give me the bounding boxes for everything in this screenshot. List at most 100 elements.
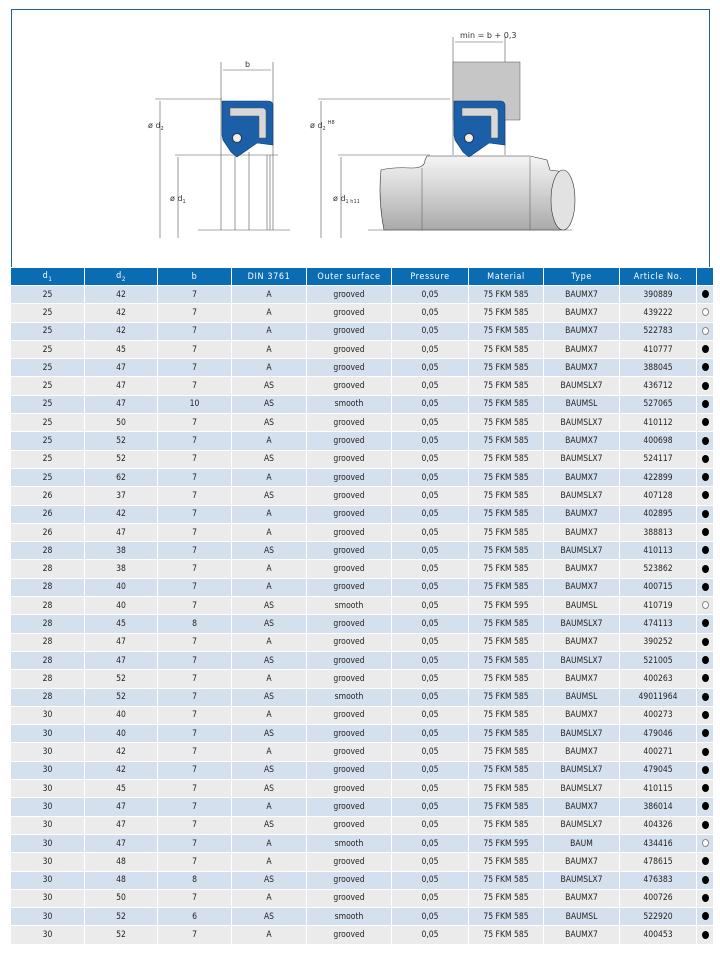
cell-din: A bbox=[231, 559, 307, 579]
cell-type: BAUMX7 bbox=[543, 888, 620, 909]
cell-outer-surface: grooved bbox=[306, 559, 392, 579]
cell-outer-surface: grooved bbox=[306, 760, 392, 781]
cell-outer-surface: grooved bbox=[306, 779, 392, 799]
cell-d2: 47 bbox=[84, 815, 158, 835]
cell-outer-surface: grooved bbox=[306, 467, 392, 488]
cell-availability bbox=[696, 431, 714, 451]
filled-dot-icon bbox=[701, 710, 709, 719]
cell-article-no: 524117 bbox=[619, 449, 697, 469]
label-d2: ø d2 bbox=[148, 121, 164, 132]
cell-din: AS bbox=[231, 449, 307, 469]
cell-article-no: 522783 bbox=[619, 321, 697, 341]
cell-pressure: 0,05 bbox=[391, 394, 469, 415]
cell-material: 75 FKM 585 bbox=[468, 376, 544, 396]
cell-din: AS bbox=[231, 614, 307, 634]
cell-pressure: 0,05 bbox=[391, 431, 469, 451]
cell-availability bbox=[696, 833, 714, 854]
cell-d2: 47 bbox=[84, 376, 158, 396]
cell-article-no: 523862 bbox=[619, 559, 697, 579]
cell-availability bbox=[696, 559, 714, 579]
cell-material: 75 FKM 585 bbox=[468, 815, 544, 835]
cell-pressure: 0,05 bbox=[391, 650, 469, 671]
cell-article-no: 404326 bbox=[619, 815, 697, 835]
cell-availability bbox=[696, 413, 714, 433]
cell-din: A bbox=[231, 284, 307, 305]
table-row: 30 45 7 AS grooved 0,05 75 FKM 585 BAUMSLX7 4101… bbox=[10, 779, 714, 799]
cell-b: 8 bbox=[157, 614, 232, 634]
cell-d2: 52 bbox=[84, 925, 158, 945]
cell-outer-surface: grooved bbox=[306, 522, 392, 543]
filled-dot-icon bbox=[701, 692, 709, 701]
cell-d1: 25 bbox=[10, 321, 85, 341]
cell-din: AS bbox=[231, 650, 307, 671]
filled-dot-icon bbox=[701, 546, 709, 555]
cell-b: 7 bbox=[157, 467, 232, 488]
open-dot-icon bbox=[701, 326, 709, 335]
cell-b: 7 bbox=[157, 650, 232, 671]
col-type: Type bbox=[543, 267, 620, 286]
cell-type: BAUMX7 bbox=[543, 303, 620, 323]
filled-dot-icon bbox=[701, 491, 709, 500]
filled-dot-icon bbox=[701, 528, 709, 536]
cell-material: 75 FKM 585 bbox=[468, 541, 544, 561]
cell-pressure: 0,05 bbox=[391, 907, 469, 927]
cell-din: A bbox=[231, 467, 307, 488]
cell-pressure: 0,05 bbox=[391, 925, 469, 945]
cell-d2: 42 bbox=[84, 321, 158, 341]
seal-cross-section-right bbox=[453, 100, 506, 158]
cell-outer-surface: grooved bbox=[306, 888, 392, 909]
cell-material: 75 FKM 585 bbox=[468, 321, 544, 341]
cell-d2: 42 bbox=[84, 504, 158, 524]
seal-technical-drawing: b ø d2 ø d1 ø d2H8 ø d1 h11 min = b + 0,… bbox=[148, 31, 576, 238]
filled-dot-icon bbox=[701, 674, 709, 683]
cell-article-no: 400726 bbox=[619, 888, 697, 909]
col-pressure: Pressure bbox=[391, 267, 469, 286]
cell-article-no: 410777 bbox=[619, 339, 697, 360]
cell-outer-surface: grooved bbox=[306, 925, 392, 945]
cell-din: AS bbox=[231, 596, 307, 616]
cell-article-no: 439222 bbox=[619, 303, 697, 323]
cell-type: BAUMX7 bbox=[543, 339, 620, 360]
cell-article-no: 388813 bbox=[619, 522, 697, 543]
cell-d2: 50 bbox=[84, 413, 158, 433]
cell-type: BAUMSLX7 bbox=[543, 541, 620, 561]
cell-type: BAUMX7 bbox=[543, 797, 620, 817]
cell-d1: 25 bbox=[10, 339, 85, 360]
cell-din: AS bbox=[231, 907, 307, 927]
cell-article-no: 388045 bbox=[619, 358, 697, 378]
table-row: 30 42 7 AS grooved 0,05 75 FKM 585 BAUMSLX7 4790… bbox=[10, 760, 714, 781]
col-availability bbox=[696, 267, 714, 286]
table-row: 25 52 7 AS grooved 0,05 75 FKM 585 BAUMSLX7 5241… bbox=[10, 449, 714, 469]
cell-type: BAUMX7 bbox=[543, 852, 620, 872]
cell-type: BAUMX7 bbox=[543, 467, 620, 488]
table-row: 25 47 10 AS smooth 0,05 75 FKM 585 BAUMSL 527065 bbox=[10, 394, 714, 415]
cell-outer-surface: grooved bbox=[306, 669, 392, 689]
cell-pressure: 0,05 bbox=[391, 358, 469, 378]
cell-outer-surface: smooth bbox=[306, 833, 392, 854]
cell-availability bbox=[696, 394, 714, 415]
cell-d2: 48 bbox=[84, 870, 158, 890]
cell-d1: 28 bbox=[10, 614, 85, 634]
cell-type: BAUMX7 bbox=[543, 504, 620, 524]
cell-d1: 30 bbox=[10, 852, 85, 872]
filled-dot-icon bbox=[701, 582, 709, 591]
filled-dot-icon bbox=[701, 747, 709, 756]
cell-pressure: 0,05 bbox=[391, 852, 469, 872]
cell-din: A bbox=[231, 742, 307, 762]
cell-b: 7 bbox=[157, 431, 232, 451]
cell-pressure: 0,05 bbox=[391, 303, 469, 323]
cell-type: BAUMSLX7 bbox=[543, 614, 620, 634]
cell-b: 7 bbox=[157, 596, 232, 616]
cell-b: 7 bbox=[157, 358, 232, 378]
cell-din: A bbox=[231, 705, 307, 726]
cell-din: AS bbox=[231, 870, 307, 890]
cell-d2: 47 bbox=[84, 394, 158, 415]
cell-pressure: 0,05 bbox=[391, 779, 469, 799]
cell-d1: 30 bbox=[10, 907, 85, 927]
cell-type: BAUMSL bbox=[543, 596, 620, 616]
table-row: 26 37 7 AS grooved 0,05 75 FKM 585 BAUMSLX7 4071… bbox=[10, 486, 714, 506]
cell-outer-surface: smooth bbox=[306, 596, 392, 616]
cell-d1: 28 bbox=[10, 669, 85, 689]
